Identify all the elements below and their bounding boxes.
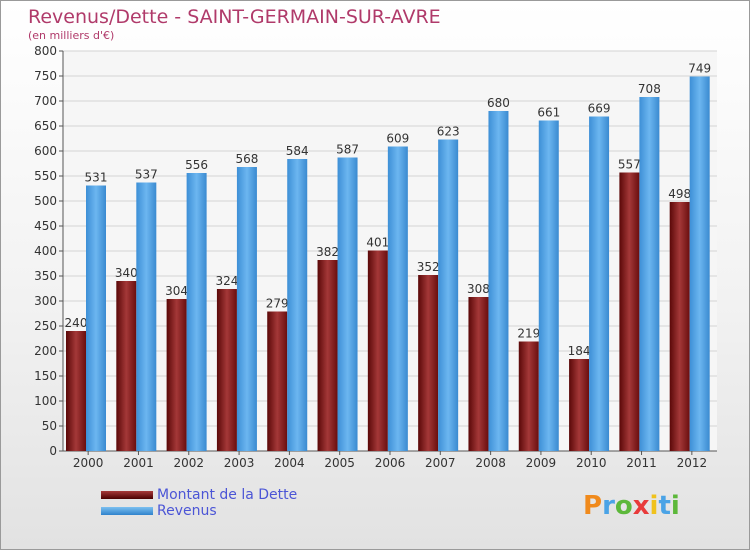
logo-letter: o bbox=[614, 491, 633, 521]
data-label-dette: 240 bbox=[65, 316, 88, 330]
x-tick-label: 2005 bbox=[324, 456, 355, 470]
x-tick-label: 2012 bbox=[677, 456, 708, 470]
data-label-dette: 304 bbox=[165, 284, 188, 298]
y-tick-label: 550 bbox=[34, 169, 57, 183]
bar-dette bbox=[216, 289, 237, 451]
bar-revenus bbox=[689, 76, 710, 451]
legend-swatch-revenus bbox=[101, 507, 153, 515]
bar-revenus bbox=[287, 159, 308, 451]
bar-revenus bbox=[186, 173, 207, 451]
logo-letter: t bbox=[658, 491, 671, 521]
bar-revenus bbox=[387, 146, 408, 451]
data-label-revenus: 531 bbox=[85, 171, 108, 185]
bar-revenus bbox=[589, 116, 610, 451]
data-label-revenus: 568 bbox=[235, 152, 258, 166]
data-label-revenus: 584 bbox=[286, 144, 309, 158]
legend-swatch-dette bbox=[101, 491, 153, 499]
y-tick-label: 800 bbox=[34, 44, 57, 58]
data-label-dette: 279 bbox=[266, 297, 289, 311]
x-tick-label: 2006 bbox=[375, 456, 406, 470]
data-label-revenus: 669 bbox=[588, 102, 611, 116]
data-label-dette: 219 bbox=[517, 327, 540, 341]
logo-letter: P bbox=[583, 491, 603, 521]
bar-dette bbox=[66, 331, 86, 451]
bar-dette bbox=[669, 202, 690, 451]
bar-dette bbox=[367, 250, 388, 451]
y-tick-label: 100 bbox=[34, 394, 57, 408]
y-tick-label: 450 bbox=[34, 219, 57, 233]
data-label-revenus: 623 bbox=[437, 125, 460, 139]
x-tick-label: 2011 bbox=[626, 456, 657, 470]
y-tick-label: 350 bbox=[34, 269, 57, 283]
x-tick-label: 2010 bbox=[576, 456, 607, 470]
data-label-revenus: 708 bbox=[638, 82, 661, 96]
y-tick-label: 150 bbox=[34, 369, 57, 383]
x-tick-label: 2007 bbox=[425, 456, 456, 470]
data-label-dette: 382 bbox=[316, 245, 339, 259]
data-label-dette: 557 bbox=[618, 158, 641, 172]
bar-dette bbox=[518, 341, 539, 451]
data-label-dette: 352 bbox=[417, 260, 440, 274]
x-tick-label: 2002 bbox=[173, 456, 204, 470]
bar-revenus bbox=[86, 185, 106, 451]
y-tick-label: 700 bbox=[34, 94, 57, 108]
bar-dette bbox=[317, 260, 338, 451]
bar-revenus bbox=[538, 120, 559, 451]
bar-revenus bbox=[438, 139, 459, 451]
data-label-dette: 401 bbox=[366, 236, 389, 250]
y-tick-label: 50 bbox=[42, 419, 57, 433]
logo-letter: i bbox=[649, 491, 659, 521]
bar-revenus bbox=[639, 97, 660, 451]
y-tick-label: 600 bbox=[34, 144, 57, 158]
x-tick-label: 2008 bbox=[475, 456, 506, 470]
logo-letter: x bbox=[632, 491, 650, 521]
y-tick-label: 250 bbox=[34, 319, 57, 333]
data-label-revenus: 661 bbox=[537, 106, 560, 120]
data-label-revenus: 749 bbox=[688, 62, 711, 76]
data-label-dette: 340 bbox=[115, 266, 138, 280]
bar-dette bbox=[569, 359, 590, 451]
proxiti-logo: Proxiti bbox=[583, 491, 680, 521]
chart-subtitle: (en milliers d'€) bbox=[28, 29, 115, 42]
y-tick-label: 500 bbox=[34, 194, 57, 208]
legend-label-dette: Montant de la Dette bbox=[157, 487, 298, 503]
data-label-revenus: 587 bbox=[336, 143, 359, 157]
logo-letter: i bbox=[670, 491, 680, 521]
bar-dette bbox=[468, 297, 489, 451]
x-tick-label: 2000 bbox=[73, 456, 104, 470]
bar-dette bbox=[166, 299, 187, 451]
y-tick-label: 750 bbox=[34, 69, 57, 83]
logo-letter: r bbox=[602, 491, 615, 521]
bar-dette bbox=[267, 311, 288, 451]
x-tick-label: 2009 bbox=[526, 456, 557, 470]
data-label-revenus: 537 bbox=[135, 168, 158, 182]
x-tick-label: 2001 bbox=[123, 456, 154, 470]
bar-dette bbox=[418, 275, 439, 451]
y-tick-label: 0 bbox=[49, 444, 57, 458]
bar-dette bbox=[619, 172, 640, 451]
y-tick-label: 200 bbox=[34, 344, 57, 358]
data-label-revenus: 680 bbox=[487, 96, 510, 110]
x-tick-label: 2004 bbox=[274, 456, 305, 470]
data-label-revenus: 609 bbox=[386, 132, 409, 146]
legend-label-revenus: Revenus bbox=[157, 503, 217, 519]
bar-revenus bbox=[337, 157, 358, 451]
data-label-revenus: 556 bbox=[185, 158, 208, 172]
chart-title: Revenus/Dette - SAINT-GERMAIN-SUR-AVRE bbox=[28, 6, 441, 28]
data-label-dette: 184 bbox=[568, 344, 591, 358]
bar-revenus bbox=[136, 182, 157, 451]
data-label-dette: 308 bbox=[467, 282, 490, 296]
data-label-dette: 324 bbox=[215, 274, 238, 288]
bar-revenus bbox=[488, 111, 509, 451]
y-tick-label: 300 bbox=[34, 294, 57, 308]
data-label-dette: 498 bbox=[668, 187, 691, 201]
y-tick-label: 400 bbox=[34, 244, 57, 258]
bar-dette bbox=[116, 281, 137, 451]
bar-revenus bbox=[236, 167, 257, 451]
x-tick-label: 2003 bbox=[224, 456, 255, 470]
y-tick-label: 650 bbox=[34, 119, 57, 133]
